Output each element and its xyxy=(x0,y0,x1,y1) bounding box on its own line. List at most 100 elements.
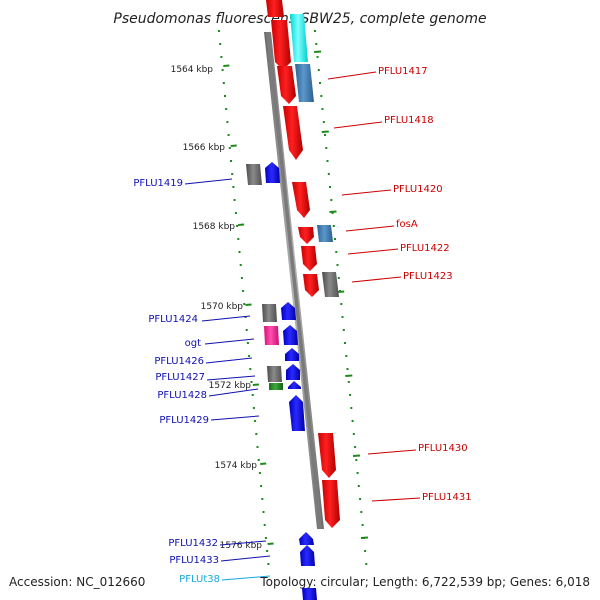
gene-feature xyxy=(283,106,303,160)
gene-feature xyxy=(298,227,314,244)
guide-dot xyxy=(222,82,225,84)
reverse-gene-labels: PFLU1419 PFLU1424 ogt PFLU1426 PFLU1427 … xyxy=(133,178,220,585)
guide-dot xyxy=(262,511,265,513)
tick-mark xyxy=(252,383,259,386)
gene-feature xyxy=(266,0,284,17)
guide-dot xyxy=(238,251,241,253)
guide-dot xyxy=(340,303,343,305)
guide-dot xyxy=(346,368,349,370)
gene-feature xyxy=(322,272,339,297)
gene-feature xyxy=(301,246,317,271)
guide-dot xyxy=(356,472,359,474)
gene-feature xyxy=(290,14,308,62)
gene-feature xyxy=(300,545,315,566)
tick-mark xyxy=(314,50,322,53)
gene-feature xyxy=(292,182,310,218)
gene-feature xyxy=(318,433,336,478)
guide-dot xyxy=(255,433,258,435)
guide-dot xyxy=(349,394,352,396)
gene-label: PFLU1428 xyxy=(157,390,207,401)
guide-dot xyxy=(240,277,243,279)
gene-feature xyxy=(302,588,317,600)
guide-dot xyxy=(256,446,259,448)
gene-feature xyxy=(281,302,296,320)
guide-dot xyxy=(336,264,339,266)
tick-mark xyxy=(329,210,337,213)
tick-mark xyxy=(360,536,368,539)
gene-label: PFLU1429 xyxy=(159,415,209,426)
tick-mark xyxy=(321,130,329,133)
guide-dot xyxy=(234,212,237,214)
forward-strand-features xyxy=(266,0,340,528)
guide-dot xyxy=(327,173,330,175)
tick-mark xyxy=(223,64,230,67)
guide-dot xyxy=(344,342,346,344)
guide-dot xyxy=(254,420,257,422)
gene-label: PFLU1420 xyxy=(393,184,443,195)
tick-mark xyxy=(352,454,361,457)
guide-dot xyxy=(345,355,348,357)
guide-dot xyxy=(218,30,220,32)
gene-feature xyxy=(317,225,333,242)
tick-label: 1568 kbp xyxy=(193,222,236,232)
guide-dot xyxy=(227,134,230,136)
guide-dot xyxy=(326,160,329,162)
tick-mark xyxy=(230,144,237,147)
trna-label: PFLUt38 xyxy=(179,574,220,585)
gene-feature xyxy=(303,274,319,297)
gene-feature xyxy=(295,64,314,102)
guide-dot xyxy=(342,329,345,331)
gene-feature xyxy=(286,364,300,380)
guide-dot xyxy=(231,173,234,175)
guide-dot xyxy=(263,524,266,526)
guide-dot xyxy=(347,381,350,383)
guide-dot xyxy=(364,550,367,552)
tick-label: 1576 kbp xyxy=(220,541,263,551)
guide-dot xyxy=(245,329,248,331)
guide-dot xyxy=(334,238,336,240)
guide-dot xyxy=(317,69,320,71)
guide-dot xyxy=(260,485,263,487)
guide-dot xyxy=(319,82,321,84)
guide-dot xyxy=(351,420,354,422)
gene-label: PFLU1418 xyxy=(384,115,434,126)
guide-dot xyxy=(267,563,270,565)
guide-dot xyxy=(337,277,340,279)
gene-label: fosA xyxy=(396,219,418,230)
genome-summary-text: Topology: circular; Length: 6,722,539 bp… xyxy=(259,575,590,589)
gene-label: PFLU1430 xyxy=(418,443,468,454)
guide-dot xyxy=(321,108,324,110)
guide-dot xyxy=(226,121,229,123)
guide-dot xyxy=(230,160,232,162)
guide-dot xyxy=(352,433,355,435)
gene-feature xyxy=(285,348,299,361)
accession-text: Accession: NC_012660 xyxy=(9,575,145,589)
guide-dot xyxy=(329,186,331,188)
gene-label: PFLU1426 xyxy=(154,356,204,367)
gene-label: PFLU1422 xyxy=(400,243,450,254)
tick-marks xyxy=(223,50,368,545)
tick-mark xyxy=(245,303,252,306)
guide-dot xyxy=(228,147,231,149)
guide-dot xyxy=(322,121,325,123)
tick-mark xyxy=(267,542,274,545)
guide-dot xyxy=(359,498,362,500)
gene-label: PFLU1432 xyxy=(168,538,218,549)
guide-dot xyxy=(315,43,318,45)
guide-dot xyxy=(219,43,222,45)
guide-dot xyxy=(357,485,360,487)
gene-feature xyxy=(322,480,340,528)
guide-dot xyxy=(350,407,353,409)
guide-dot xyxy=(239,264,242,266)
guide-dot xyxy=(248,355,251,357)
guide-dot xyxy=(232,186,235,188)
guide-dot xyxy=(332,225,335,227)
gene-feature xyxy=(267,366,282,382)
tick-mark xyxy=(238,223,245,226)
gene-label: PFLU1433 xyxy=(169,555,219,566)
guide-dot xyxy=(261,498,264,500)
gene-feature xyxy=(264,326,279,345)
gene-feature xyxy=(269,383,283,390)
guide-dot xyxy=(250,381,253,383)
guide-dot xyxy=(233,199,236,201)
